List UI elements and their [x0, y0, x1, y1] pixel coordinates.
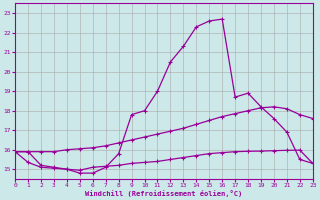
X-axis label: Windchill (Refroidissement éolien,°C): Windchill (Refroidissement éolien,°C) [85, 190, 243, 197]
